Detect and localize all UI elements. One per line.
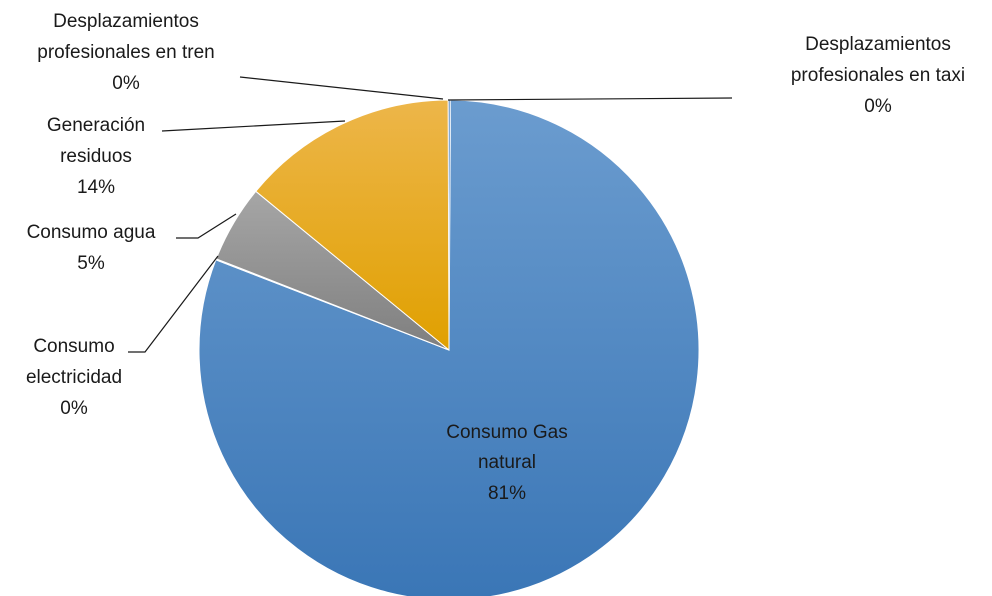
leader-line-taxi bbox=[448, 98, 732, 100]
data-label-agua-pct: 5% bbox=[77, 253, 105, 274]
data-label-electricidad-line2: electricidad bbox=[26, 367, 122, 388]
data-label-gas-line1: Consumo Gas bbox=[446, 422, 567, 443]
pie-slices bbox=[199, 100, 699, 596]
data-label-electricidad: Consumo electricidad 0% bbox=[26, 336, 122, 419]
leader-line-tren bbox=[240, 77, 443, 99]
data-label-tren-pct: 0% bbox=[112, 73, 140, 94]
data-label-electricidad-pct: 0% bbox=[60, 398, 88, 419]
data-label-taxi: Desplazamientos profesionales en taxi 0% bbox=[791, 34, 965, 117]
data-label-taxi-line1: Desplazamientos bbox=[805, 34, 951, 55]
data-label-residuos-line1: Generación bbox=[47, 115, 145, 136]
data-label-residuos-pct: 14% bbox=[77, 177, 115, 198]
data-label-electricidad-line1: Consumo bbox=[33, 336, 114, 357]
data-label-agua: Consumo agua 5% bbox=[27, 222, 156, 274]
data-label-residuos: Generación residuos 14% bbox=[47, 115, 145, 198]
data-label-agua-line1: Consumo agua bbox=[27, 222, 156, 243]
data-label-tren-line1: Desplazamientos bbox=[53, 11, 199, 32]
data-label-taxi-line2: profesionales en taxi bbox=[791, 65, 965, 86]
data-label-residuos-line2: residuos bbox=[60, 146, 132, 167]
data-label-gas-line2: natural bbox=[478, 452, 536, 473]
data-label-tren-line2: profesionales en tren bbox=[37, 42, 214, 63]
data-label-taxi-pct: 0% bbox=[864, 96, 892, 117]
data-label-gas-pct: 81% bbox=[488, 483, 526, 504]
data-label-tren: Desplazamientos profesionales en tren 0% bbox=[37, 11, 214, 94]
leader-line-residuos bbox=[162, 121, 345, 131]
